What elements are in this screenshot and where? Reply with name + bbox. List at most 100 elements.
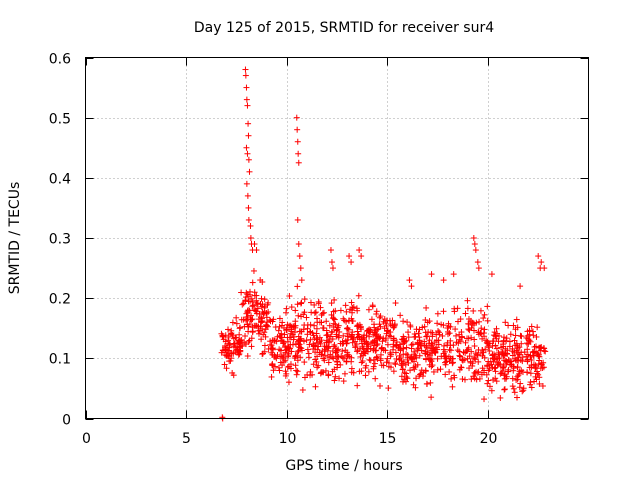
data-point <box>293 367 300 374</box>
data-point <box>240 316 247 323</box>
data-point <box>251 322 258 329</box>
data-point <box>494 355 501 362</box>
data-point <box>334 364 341 371</box>
data-point <box>296 253 303 260</box>
data-point <box>440 322 447 329</box>
data-point <box>493 378 500 385</box>
data-point <box>510 365 517 372</box>
data-point <box>273 338 280 345</box>
data-point <box>325 359 332 366</box>
data-point <box>224 352 231 359</box>
data-point <box>514 351 521 358</box>
data-point <box>468 376 475 383</box>
data-point <box>296 328 303 335</box>
data-point <box>335 332 342 339</box>
data-point <box>225 326 232 333</box>
data-point <box>426 318 433 325</box>
data-point <box>520 385 527 392</box>
data-point <box>243 96 250 103</box>
data-point <box>285 379 292 386</box>
data-point <box>391 322 398 329</box>
data-point <box>258 336 265 343</box>
x-tick-label: 15 <box>379 431 397 447</box>
data-point <box>457 364 464 371</box>
data-point <box>437 366 444 373</box>
data-point <box>222 332 229 339</box>
data-point <box>294 138 301 145</box>
data-point <box>245 323 252 330</box>
data-point <box>307 368 314 375</box>
data-point <box>471 336 478 343</box>
data-point <box>294 126 301 133</box>
data-point <box>294 348 301 355</box>
data-point <box>343 358 350 365</box>
data-point <box>342 302 349 309</box>
data-point <box>227 341 234 348</box>
data-point <box>288 304 295 311</box>
data-point <box>260 331 267 338</box>
data-point <box>358 368 365 375</box>
data-point <box>412 333 419 340</box>
data-point <box>315 300 322 307</box>
data-point <box>493 325 500 332</box>
data-point <box>528 384 535 391</box>
data-point <box>532 343 539 350</box>
data-point <box>247 235 254 241</box>
data-point <box>448 375 455 382</box>
data-point <box>511 355 518 362</box>
data-point <box>363 362 370 369</box>
data-point <box>487 358 494 365</box>
data-point <box>462 310 469 317</box>
data-point <box>509 375 516 382</box>
data-point <box>251 241 258 248</box>
data-point <box>297 337 304 344</box>
data-point <box>423 380 430 387</box>
data-point <box>246 168 253 175</box>
data-point <box>396 341 403 348</box>
data-point <box>357 353 364 360</box>
data-point <box>301 359 308 366</box>
data-point <box>464 297 471 304</box>
data-point <box>244 192 251 199</box>
data-point <box>355 331 362 338</box>
data-point <box>377 357 384 364</box>
data-point <box>403 344 410 351</box>
data-point <box>513 316 520 323</box>
data-point <box>501 357 508 364</box>
data-point <box>320 355 327 362</box>
data-point <box>495 338 502 345</box>
data-point <box>274 333 281 340</box>
data-point <box>475 368 482 375</box>
data-point <box>466 365 473 372</box>
data-point <box>294 216 301 223</box>
data-point <box>426 337 433 344</box>
data-point <box>405 329 412 336</box>
data-point <box>221 361 228 368</box>
data-point <box>276 346 283 353</box>
data-point <box>370 347 377 354</box>
data-point <box>369 302 376 309</box>
data-point <box>442 371 449 378</box>
data-point <box>429 333 436 340</box>
data-point <box>485 343 492 350</box>
data-point <box>462 339 469 346</box>
data-point <box>300 311 307 318</box>
data-point <box>371 360 378 367</box>
data-point <box>442 348 449 355</box>
data-point <box>393 356 400 363</box>
data-point <box>339 338 346 345</box>
data-point <box>510 367 517 374</box>
data-point <box>493 345 500 352</box>
data-point <box>285 352 292 359</box>
data-point <box>472 247 479 254</box>
data-point <box>325 353 332 360</box>
y-tick-label: 0 <box>62 413 71 429</box>
data-point <box>245 293 252 300</box>
data-point <box>424 333 431 340</box>
data-point <box>363 328 370 335</box>
data-point <box>539 364 546 371</box>
data-point <box>269 360 276 367</box>
data-point <box>280 339 287 346</box>
data-point <box>531 378 538 385</box>
data-point <box>253 247 260 254</box>
